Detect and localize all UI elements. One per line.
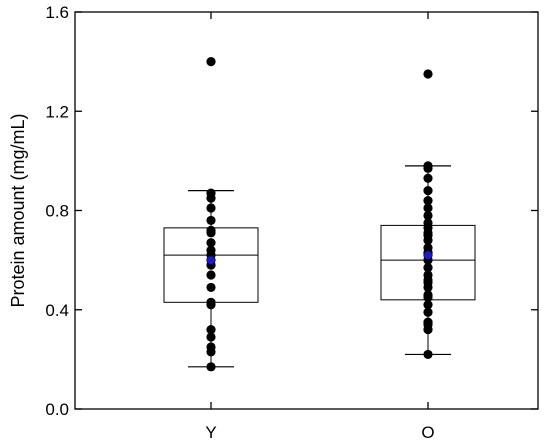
data-point-y — [206, 282, 216, 293]
plot-frame — [74, 11, 539, 410]
x-tick-label: O — [421, 423, 434, 442]
data-point-y — [206, 270, 216, 280]
y-tick-label: 1.2 — [45, 102, 69, 121]
plot-area: 0.0 0.4 0.8 1.2 1.6 Y O — [45, 3, 539, 442]
data-point-y — [206, 362, 216, 372]
data-point-y — [206, 238, 216, 248]
data-point-o — [423, 161, 433, 171]
data-point-o — [423, 307, 433, 317]
data-point-o — [423, 173, 433, 183]
data-point-y — [206, 245, 216, 255]
data-point-o — [423, 186, 433, 196]
data-point-y — [206, 297, 216, 307]
mean-marker-y — [207, 256, 215, 265]
x-tick-label: Y — [205, 423, 216, 442]
data-point-o — [423, 262, 433, 273]
data-point-o — [423, 317, 433, 327]
data-point-o — [423, 69, 433, 79]
data-point-y — [206, 342, 216, 352]
data-point-o — [423, 218, 433, 228]
data-point-y — [206, 332, 216, 342]
data-point-o — [423, 270, 433, 280]
y-axis-label: Protein amount (mg/mL) — [8, 113, 28, 307]
data-point-o — [423, 290, 433, 300]
data-point-o — [423, 210, 433, 221]
y-tick-label: 0.0 — [45, 400, 69, 419]
data-point-o — [423, 243, 433, 253]
y-tick-label: 0.4 — [45, 301, 69, 320]
data-point-o — [423, 203, 433, 213]
data-point-y — [206, 215, 216, 226]
data-point-y — [206, 325, 216, 335]
mean-marker-o — [424, 251, 432, 260]
data-point-y — [206, 188, 216, 198]
data-point-o — [423, 300, 433, 310]
y-tick-label: 1.6 — [45, 3, 69, 22]
data-point-o — [423, 349, 433, 360]
data-point-y — [206, 57, 216, 67]
data-point-o — [423, 195, 433, 206]
y-tick-label: 0.8 — [45, 202, 69, 221]
data-point-y — [206, 203, 216, 213]
data-point-y — [206, 225, 216, 235]
